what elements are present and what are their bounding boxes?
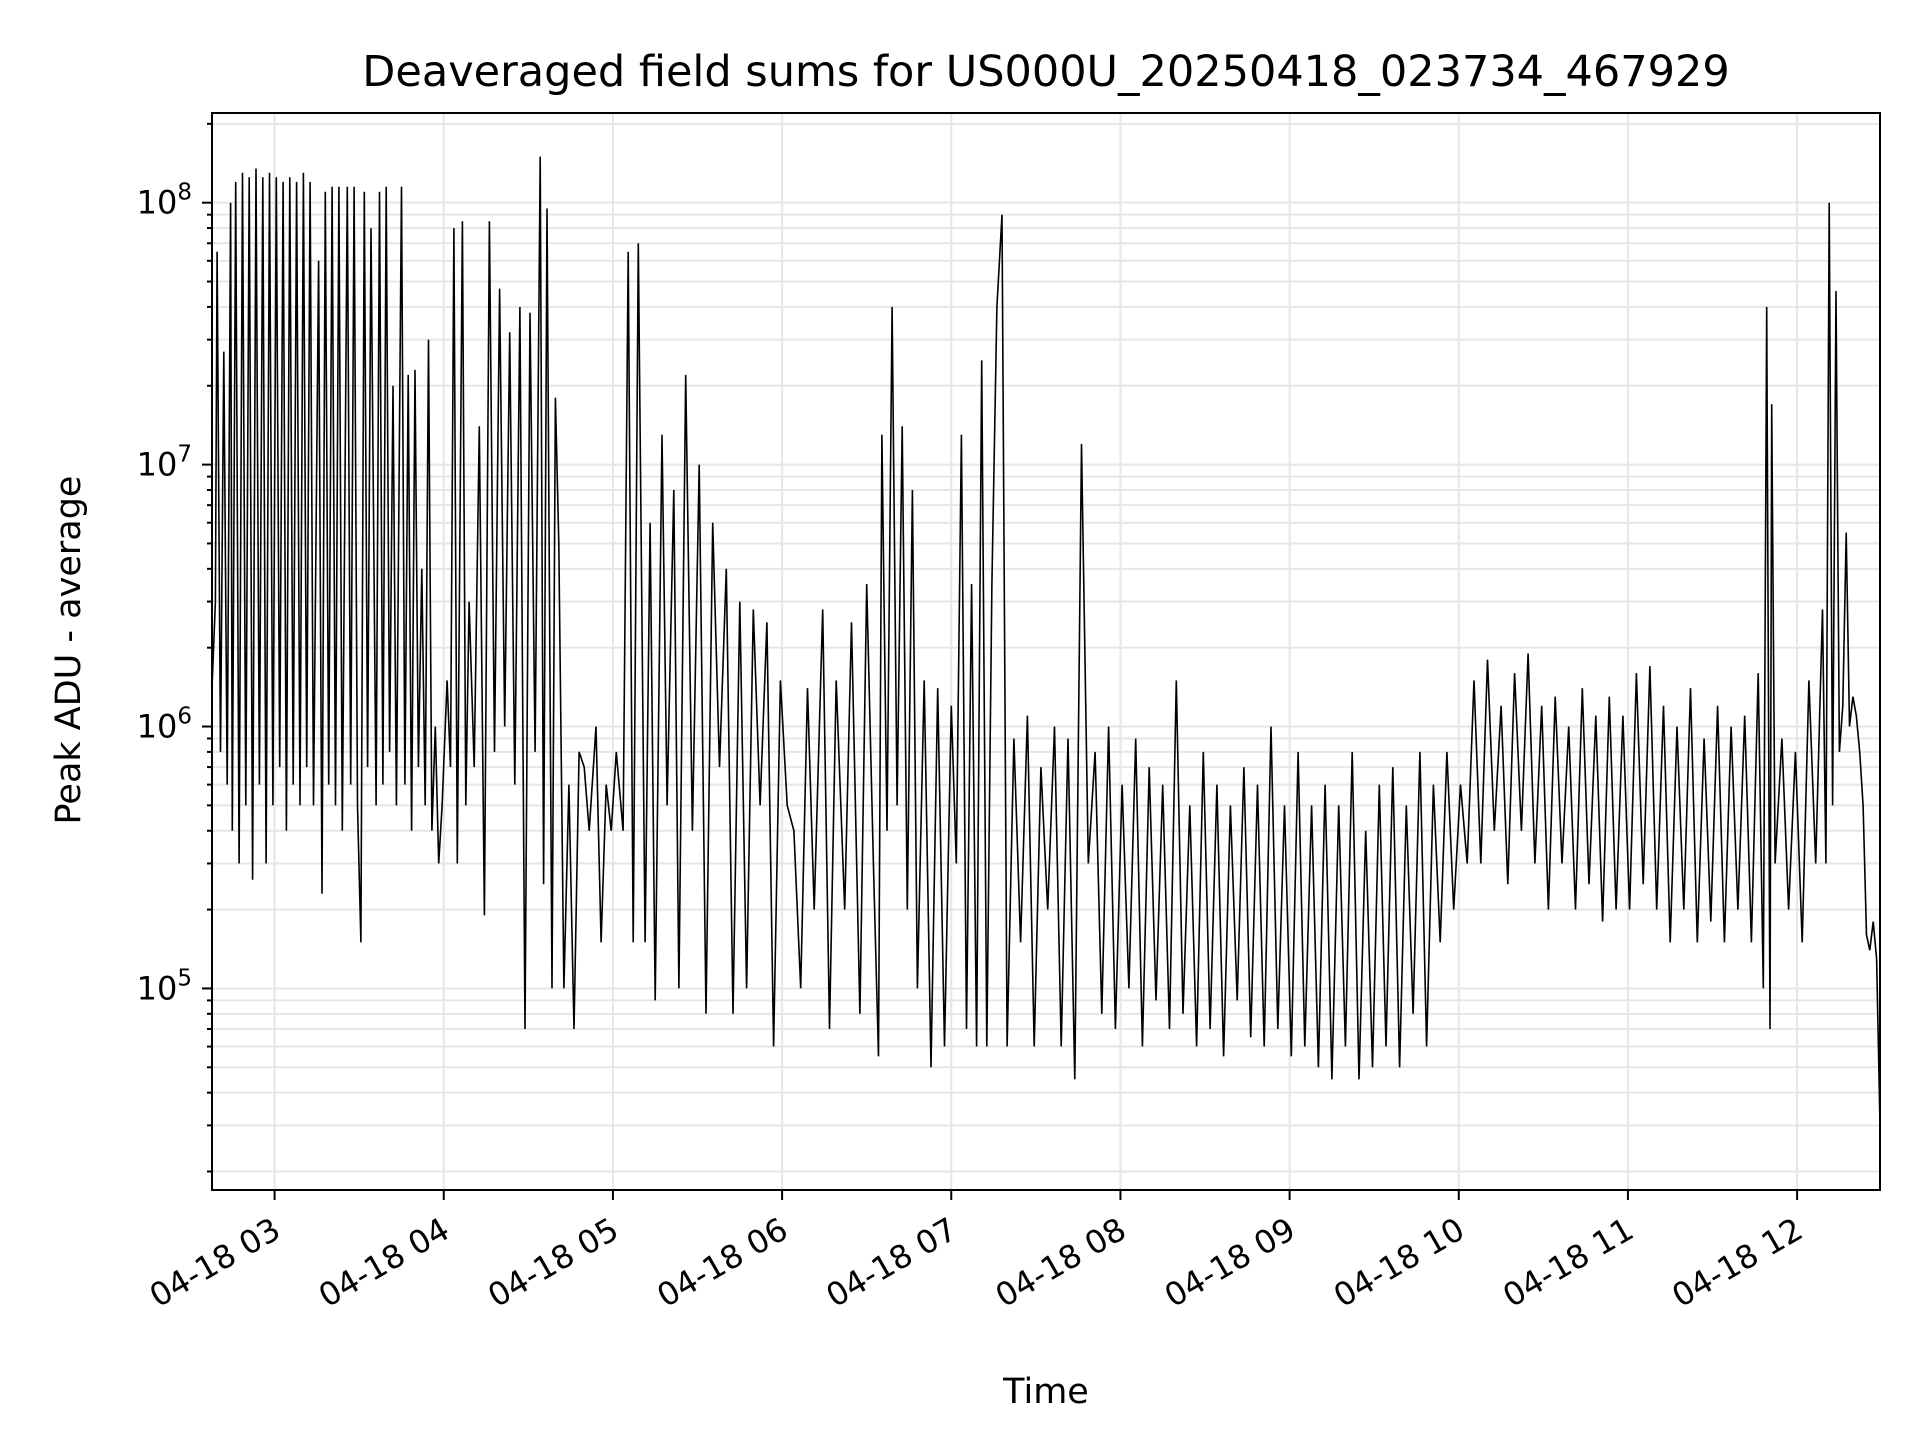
y-tick-exponent: 6: [177, 704, 192, 730]
y-tick-label: 108: [137, 180, 192, 222]
y-tick-exponent: 5: [177, 965, 192, 991]
y-tick-base: 10: [137, 708, 178, 746]
chart-title: Deaveraged field sums for US000U_2025041…: [362, 47, 1729, 97]
y-tick-exponent: 7: [177, 442, 192, 468]
x-axis-label: Time: [1002, 1372, 1089, 1412]
y-tick-base: 10: [137, 446, 178, 484]
data-series: [211, 156, 1881, 1126]
y-tick-base: 10: [137, 969, 178, 1007]
y-tick-label: 107: [137, 442, 192, 484]
y-tick-label: 106: [137, 704, 192, 746]
plot-frame: [211, 112, 1881, 1191]
y-tick-exponent: 8: [177, 180, 192, 206]
series-line: [211, 156, 1881, 1126]
grid-lines: [212, 113, 1880, 1190]
y-tick-label: 105: [137, 965, 192, 1007]
y-tick-base: 10: [137, 184, 178, 222]
y-axis-label: Peak ADU - average: [49, 476, 89, 825]
